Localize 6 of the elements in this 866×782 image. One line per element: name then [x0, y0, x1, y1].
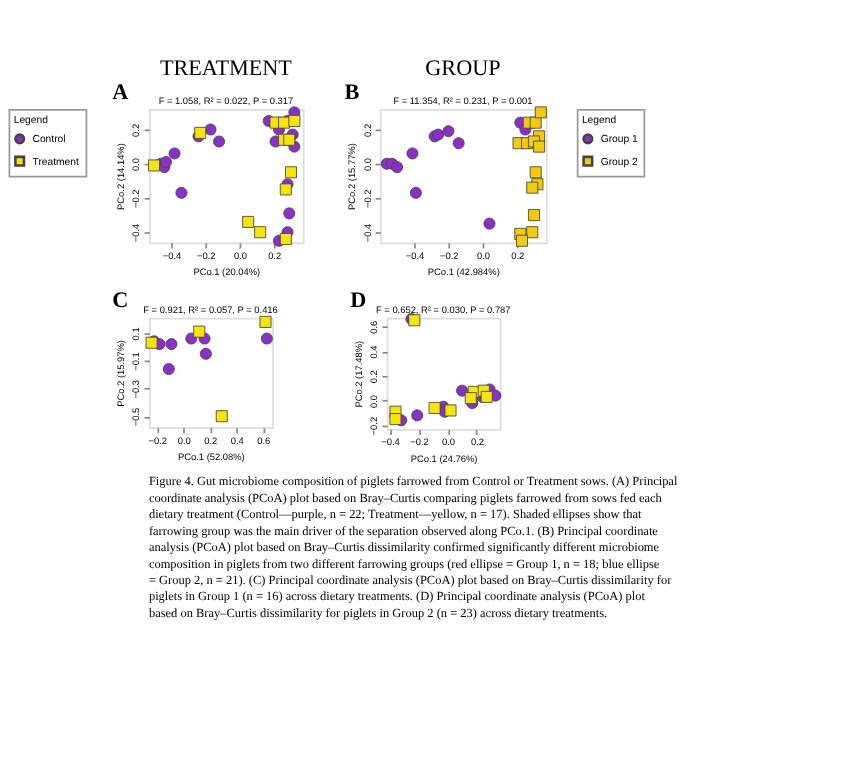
chart-title: B [344, 80, 361, 105]
chart-title: D [350, 289, 367, 314]
text: GROUP [425, 56, 501, 81]
chart-title: C [112, 289, 129, 314]
text: TREATMENT [159, 56, 293, 81]
chart-title: A [112, 80, 129, 105]
